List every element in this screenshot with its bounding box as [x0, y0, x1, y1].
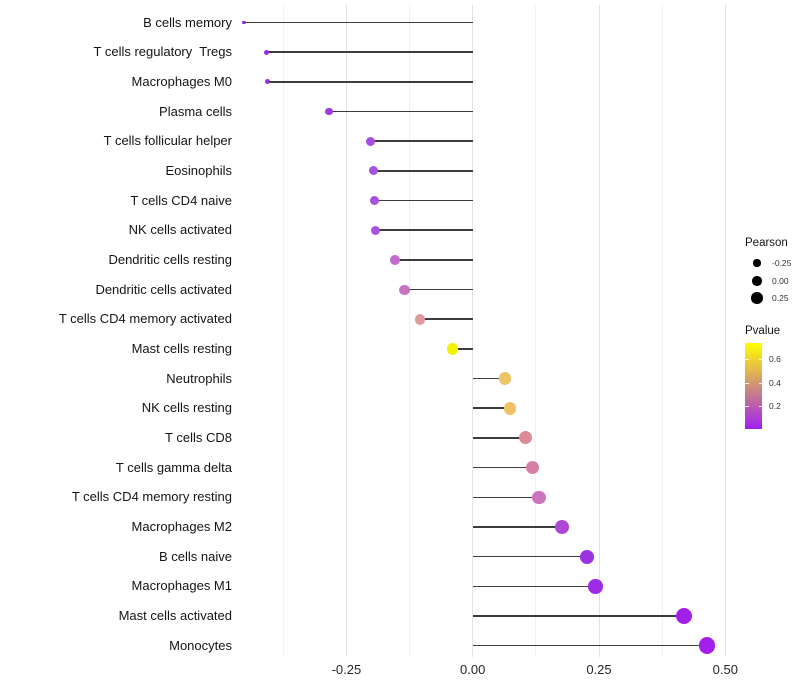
y-axis-label: NK cells activated: [128, 222, 232, 238]
lollipop-dot: [588, 579, 603, 594]
lollipop-stem: [375, 229, 473, 232]
legend-size-dot: [751, 292, 763, 304]
lollipop-stem: [472, 585, 596, 588]
lollipop-dot: [366, 136, 376, 146]
lollipop-stem: [373, 170, 473, 172]
lollipop-stem: [420, 318, 473, 321]
y-axis-label: Neutrophils: [166, 370, 232, 386]
lollipop-stem: [243, 21, 473, 24]
y-axis-label: Monocytes: [169, 637, 232, 653]
lollipop-dot: [371, 225, 381, 235]
lollipop-dot: [579, 549, 594, 564]
lollipop-dot: [698, 637, 716, 654]
y-axis-label: T cells gamma delta: [115, 459, 232, 475]
lollipop-dot: [532, 490, 546, 504]
legend-size-dot: [753, 259, 761, 267]
lollipop-stem: [395, 259, 473, 261]
colorbar-tick: [745, 382, 749, 384]
x-tick-label: 0.25: [586, 662, 612, 677]
y-axis-label: Macrophages M1: [131, 578, 232, 594]
lollipop-stem: [472, 644, 708, 647]
colorbar-tick: [758, 405, 762, 407]
legend-size-label: 0.00: [772, 276, 789, 286]
colorbar-tick: [758, 382, 762, 384]
lollipop-dot: [390, 254, 401, 265]
y-axis-label: Eosinophils: [165, 162, 233, 178]
gridline-minor: [282, 5, 284, 657]
lollipop-dot: [264, 79, 271, 85]
y-axis-label: Macrophages M0: [131, 73, 232, 89]
y-axis-label: T cells CD4 memory resting: [71, 489, 232, 505]
y-axis-label: Dendritic cells resting: [108, 251, 232, 267]
lollipop-stem: [472, 407, 511, 410]
lollipop-stem: [267, 81, 473, 83]
lollipop-dot: [241, 20, 246, 25]
gridline-major: [472, 5, 474, 657]
y-axis-label: T cells CD4 naive: [130, 192, 232, 208]
y-axis-label: T cells CD4 memory activated: [58, 311, 232, 327]
lollipop-dot: [503, 401, 517, 415]
lollipop-stem: [472, 377, 506, 380]
colorbar-tick-label: 0.6: [769, 354, 781, 365]
y-axis-label: B cells naive: [159, 548, 232, 564]
y-axis-label: Dendritic cells activated: [95, 281, 232, 297]
lollipop-stem: [472, 437, 526, 439]
colorbar-tick: [745, 359, 749, 361]
legend-pearson-title: Pearson: [745, 237, 788, 249]
gridline-major: [345, 5, 347, 657]
lollipop-stem: [370, 140, 473, 142]
y-axis-label: T cells CD8: [165, 429, 232, 445]
y-axis-label: Plasma cells: [159, 103, 232, 119]
lollipop-stem: [472, 466, 533, 469]
lollipop-dot: [519, 431, 533, 445]
y-axis-label: Mast cells activated: [118, 608, 232, 623]
lollipop-dot: [264, 49, 270, 55]
lollipop-dot: [676, 607, 693, 625]
gridline-major: [724, 5, 726, 657]
legend-pvalue-title: Pvalue: [745, 325, 781, 337]
lollipop-stem: [472, 526, 562, 528]
lollipop-dot: [526, 461, 540, 475]
gridline-minor: [661, 5, 663, 657]
x-tick-label: -0.25: [331, 662, 362, 677]
lollipop-stem: [329, 110, 473, 113]
y-axis-label: Mast cells resting: [131, 340, 232, 356]
x-tick-label: 0.00: [460, 662, 486, 677]
lollipop-dot: [554, 520, 569, 534]
legend-size-label: -0.25: [772, 258, 792, 268]
lollipop-dot: [369, 195, 379, 206]
y-axis-label: Macrophages M2: [131, 518, 232, 534]
lollipop-dot: [399, 284, 410, 295]
lollipop-stem: [452, 348, 473, 350]
lollipop-stem: [374, 199, 473, 202]
lollipop-dot: [325, 107, 334, 116]
lollipop-stem: [266, 51, 473, 53]
lollipop-stem: [472, 555, 587, 558]
y-axis-label: T cells regulatory Tregs: [93, 44, 232, 60]
colorbar-tick: [758, 359, 762, 361]
lollipop-stem: [472, 615, 685, 617]
gridline-minor: [409, 5, 411, 657]
lollipop-dot: [498, 372, 512, 385]
lollipop-dot: [446, 343, 459, 355]
gridline-major: [598, 5, 600, 657]
y-axis-label: T cells follicular helper: [103, 133, 232, 149]
gridline-minor: [535, 5, 537, 657]
lollipop-stem: [404, 288, 473, 291]
pvalue-colorbar: [745, 343, 762, 429]
y-axis-label: NK cells resting: [141, 400, 232, 416]
legend-size-dot: [752, 276, 762, 286]
colorbar-tick: [745, 405, 749, 407]
lollipop-dot: [414, 313, 426, 325]
legend-size-label: 0.25: [772, 293, 789, 303]
colorbar-tick-label: 0.2: [769, 400, 781, 411]
lollipop-dot: [368, 166, 378, 176]
lollipop-stem: [472, 496, 539, 499]
y-axis-label: B cells memory: [143, 14, 232, 30]
colorbar-tick-label: 0.4: [769, 377, 781, 388]
x-tick-label: 0.50: [712, 662, 738, 677]
